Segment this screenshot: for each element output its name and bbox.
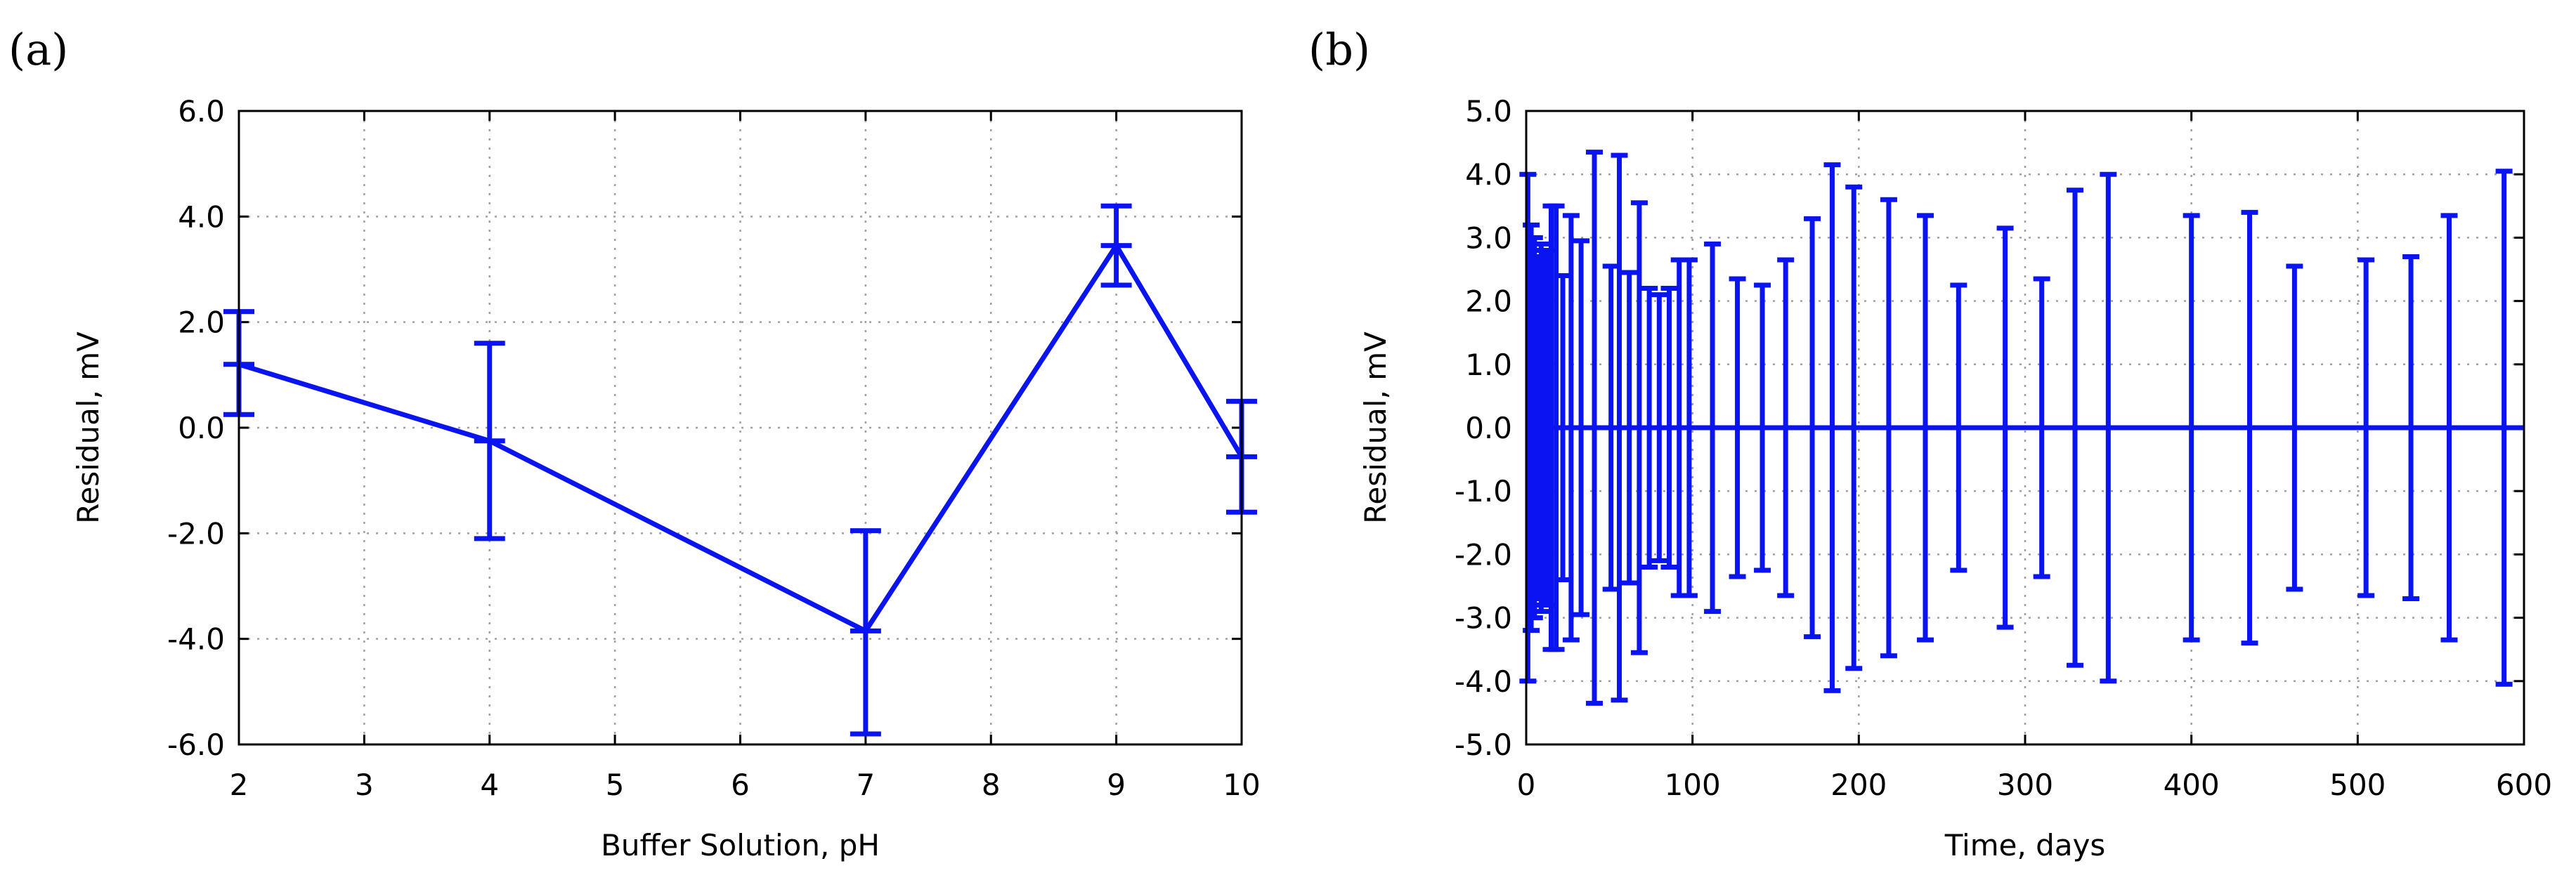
y-tick-labels-b: -5.0 -4.0 -3.0 -2.0 -1.0 0.0 1.0 2.0 3.0 4.0 5.0	[1455, 94, 1512, 762]
y-tick-label: -6.0	[167, 728, 225, 762]
y-tick-label: 2.0	[178, 306, 225, 340]
y-tick-label: 1.0	[1465, 348, 1512, 382]
y-tick-label: 4.0	[178, 199, 225, 234]
y-tick-label: -5.0	[1455, 728, 1512, 762]
x-tick-label: 600	[2496, 768, 2552, 802]
y-tick-label: 6.0	[178, 94, 225, 129]
y-tick-label: -3.0	[1455, 601, 1512, 636]
axis-ticks-a	[238, 110, 1243, 746]
y-tick-label: 0.0	[1465, 411, 1512, 445]
y-tick-labels-a: -6.0 -4.0 -2.0 0.0 2.0 4.0 6.0	[167, 94, 225, 762]
chart-panel-a: (a) 2 3 4 5 6 7 8 9 10 -6.0-4.0-2.00.02.04.06.0 …	[8, 24, 1261, 862]
grid-lines-a	[239, 111, 1242, 744]
x-tick-label: 400	[2164, 768, 2220, 802]
y-tick-label: -4.0	[167, 622, 225, 657]
x-axis-title-a: Buffer Solution, pH	[601, 828, 880, 862]
x-tick-label: 4	[480, 768, 499, 802]
chart-panel-b: (b) 0 100 200 300 400 500 600 -5.0 -4.0 -3.0 -2.0…	[1308, 24, 2552, 862]
x-tick-label: 10	[1223, 768, 1260, 802]
x-tick-label: 3	[355, 768, 374, 802]
x-tick-label: 2	[230, 768, 249, 802]
x-tick-label: 0	[1517, 768, 1536, 802]
y-tick-label: 5.0	[1465, 94, 1512, 129]
x-tick-labels-b: 0 100 200 300 400 500 600	[1517, 768, 2552, 802]
x-tick-label: 9	[1107, 768, 1126, 802]
plot-frame-a	[238, 110, 1243, 746]
panel-label-a: (a)	[8, 24, 68, 75]
x-tick-label: 500	[2329, 768, 2386, 802]
y-tick-label: 3.0	[1465, 221, 1512, 255]
y-tick-label: 0.0	[178, 411, 225, 445]
y-tick-label: 2.0	[1465, 284, 1512, 319]
x-tick-label: 200	[1830, 768, 1887, 802]
x-tick-label: 6	[731, 768, 750, 802]
x-tick-labels-a: 2 3 4 5 6 7 8 9 10	[230, 768, 1261, 802]
y-axis-title-b: Residual, mV	[1358, 331, 1393, 524]
panel-label-b: (b)	[1308, 24, 1370, 75]
plot-frame-b	[1525, 110, 2525, 746]
x-axis-title-b: Time, days	[1944, 828, 2106, 862]
y-tick-label: -2.0	[1455, 537, 1512, 572]
y-tick-label: 4.0	[1465, 157, 1512, 192]
x-tick-label: 7	[857, 768, 876, 802]
y-tick-label: -2.0	[167, 516, 225, 551]
x-tick-label: 5	[606, 768, 625, 802]
y-axis-title-a: Residual, mV	[71, 331, 105, 524]
x-tick-label: 300	[1997, 768, 2053, 802]
y-tick-label: -1.0	[1455, 474, 1512, 508]
y-tick-label: -4.0	[1455, 664, 1512, 699]
x-tick-label: 100	[1665, 768, 1721, 802]
x-tick-label: 8	[982, 768, 1001, 802]
series-a	[223, 241, 1257, 634]
